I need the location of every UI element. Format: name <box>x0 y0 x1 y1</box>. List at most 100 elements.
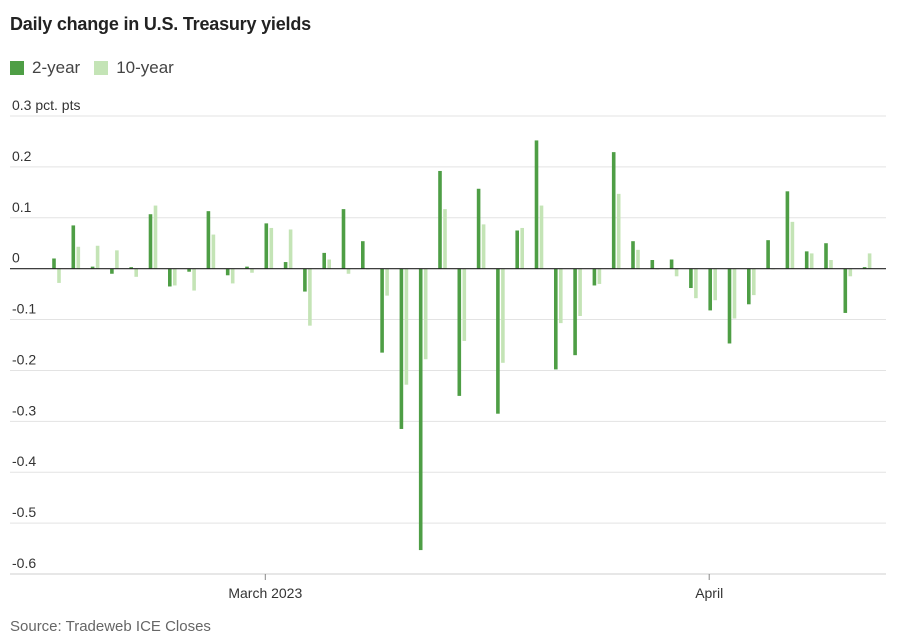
bar-2-year <box>438 170 442 269</box>
bar-2-year <box>206 211 211 269</box>
bar-2-year <box>187 268 191 272</box>
legend: 2-year 10-year <box>10 58 188 78</box>
bar-10-year <box>308 268 312 326</box>
bar-10-year <box>732 268 737 319</box>
bar-2-year <box>148 214 153 269</box>
bar-2-year <box>747 268 751 305</box>
bar-10-year <box>288 229 293 269</box>
bar-2-year <box>496 268 500 414</box>
x-tick-label: April <box>695 585 723 601</box>
bar-10-year <box>578 268 582 316</box>
bar-2-year <box>554 268 558 370</box>
bar-10-year <box>134 268 138 277</box>
bar-2-year <box>168 268 172 287</box>
bar-2-year <box>129 267 133 269</box>
bar-10-year <box>867 253 872 269</box>
bar-10-year <box>790 221 795 269</box>
legend-item-10-year: 10-year <box>94 58 174 78</box>
bar-2-year <box>611 152 616 269</box>
bar-2-year <box>90 266 95 269</box>
bar-10-year <box>76 246 81 269</box>
bar-2-year <box>727 268 732 344</box>
bar-10-year <box>752 268 756 296</box>
bar-10-year <box>559 268 563 324</box>
bar-2-year <box>708 268 712 311</box>
bar-2-year <box>303 268 307 292</box>
bar-2-year <box>669 259 674 269</box>
bar-2-year <box>631 241 635 269</box>
bar-2-year <box>322 252 326 269</box>
bar-2-year <box>785 191 790 269</box>
bar-10-year <box>520 227 524 269</box>
bar-2-year <box>534 140 539 269</box>
bar-2-year <box>380 268 384 353</box>
bar-10-year <box>423 268 428 360</box>
bar-2-year <box>592 268 597 286</box>
x-axis-labels: March 2023 April <box>228 585 723 601</box>
bar-10-year <box>809 253 814 269</box>
bar-10-year <box>95 245 100 269</box>
legend-swatch-2-year <box>10 61 24 75</box>
bar-10-year <box>848 268 853 277</box>
bar-10-year <box>269 227 274 269</box>
bar-10-year <box>829 260 833 269</box>
bar-10-year <box>346 268 351 274</box>
axes <box>10 268 886 580</box>
bar-10-year <box>153 205 158 269</box>
bar-2-year <box>418 268 423 551</box>
bar-10-year <box>443 209 447 269</box>
bar-2-year <box>361 241 365 269</box>
y-tick-label: 0.1 <box>12 199 32 215</box>
bar-2-year <box>71 225 76 269</box>
bar-2-year <box>862 267 867 269</box>
y-tick-label: 0.3 pct. pts <box>12 97 80 113</box>
bar-10-year <box>597 268 602 284</box>
bar-2-year <box>804 251 809 269</box>
bar-2-year <box>264 223 269 269</box>
bars <box>52 140 872 551</box>
bar-10-year <box>481 224 486 269</box>
y-tick-label: -0.1 <box>12 301 36 317</box>
legend-item-2-year: 2-year <box>10 58 80 78</box>
bar-2-year <box>515 230 519 269</box>
bar-10-year <box>539 205 544 269</box>
bar-2-year <box>573 268 577 356</box>
bar-10-year <box>173 268 177 286</box>
legend-swatch-10-year <box>94 61 109 75</box>
legend-label-2-year: 2-year <box>32 58 81 77</box>
bar-2-year <box>843 268 848 313</box>
bar-10-year <box>327 259 331 269</box>
bar-10-year <box>211 234 216 269</box>
y-tick-label: -0.6 <box>12 555 36 571</box>
y-tick-label: -0.3 <box>12 402 36 418</box>
bar-2-year <box>110 268 114 274</box>
bar-10-year <box>230 268 235 284</box>
source-note: Source: Tradeweb ICE Closes <box>10 618 211 635</box>
y-tick-label: -0.2 <box>12 351 36 367</box>
bar-10-year <box>462 268 467 341</box>
bar-2-year <box>650 260 655 269</box>
y-tick-label: 0 <box>12 250 20 266</box>
y-tick-label: 0.2 <box>12 148 32 164</box>
y-tick-label: -0.5 <box>12 504 36 520</box>
bar-2-year <box>766 240 770 269</box>
chart-title: Daily change in U.S. Treasury yields <box>10 14 311 34</box>
bar-2-year <box>52 258 56 269</box>
legend-label-10-year: 10-year <box>116 58 174 77</box>
bar-10-year <box>694 268 698 299</box>
bar-10-year <box>57 268 61 283</box>
y-tick-label: -0.4 <box>12 453 36 469</box>
bar-10-year <box>115 250 119 269</box>
bar-10-year <box>501 268 505 363</box>
bar-10-year <box>636 249 640 269</box>
bar-10-year <box>385 268 389 296</box>
gridlines <box>10 115 886 575</box>
bar-10-year <box>192 268 196 291</box>
bar-10-year <box>250 268 254 273</box>
x-tick-label: March 2023 <box>228 585 302 601</box>
bar-2-year <box>225 268 230 276</box>
bar-10-year <box>713 268 717 301</box>
bar-2-year <box>689 268 693 289</box>
bar-2-year <box>399 268 404 429</box>
